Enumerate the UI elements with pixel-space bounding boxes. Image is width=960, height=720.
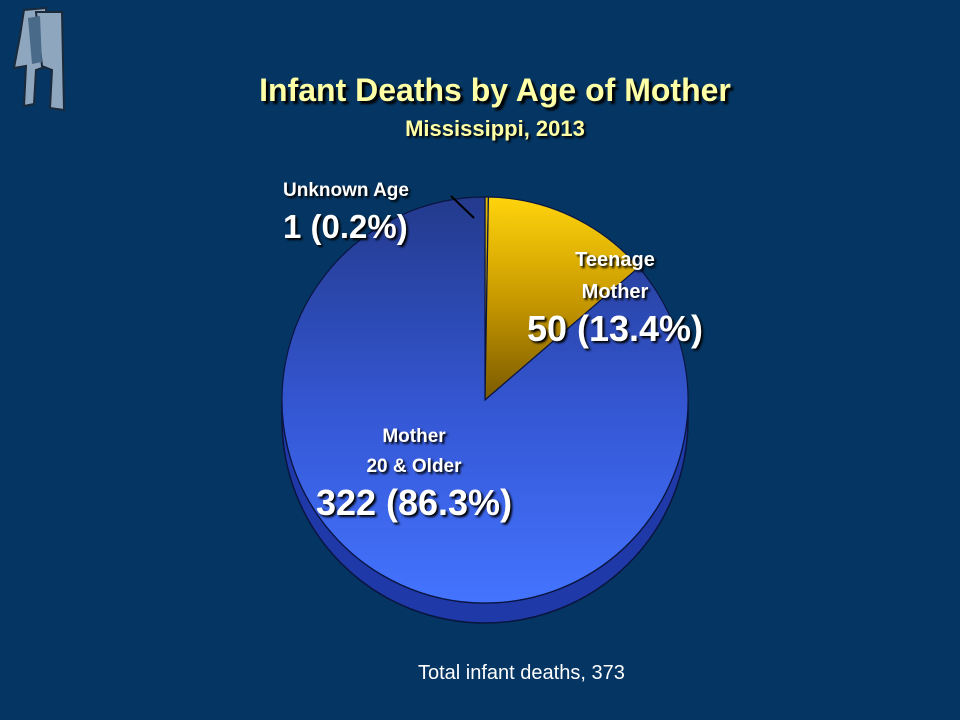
slice-name-older-line2: 20 & Older: [366, 456, 462, 477]
total-footnote: Total infant deaths, 373: [418, 662, 625, 684]
slice-value-unknown: 1 (0.2%): [283, 208, 408, 245]
chart-title: Infant Deaths by Age of Mother: [259, 72, 731, 108]
slice-label-older: Mother 20 & Older 322 (86.3%): [296, 422, 532, 524]
slice-label-teen: Teenage Mother 50 (13.4%): [520, 244, 710, 350]
slice-value-teen: 50 (13.4%): [526, 308, 704, 349]
unknown-leader-line: [450, 195, 475, 219]
slice-name-unknown: Unknown Age: [283, 180, 409, 201]
slice-name-teen-line1: Teenage: [575, 249, 655, 271]
pie-slice-teen: [484, 196, 640, 402]
slice-value-older: 322 (86.3%): [315, 482, 513, 523]
chart-subtitle: Mississippi, 2013: [405, 116, 585, 141]
slice-label-unknown: Unknown Age 1 (0.2%): [283, 176, 409, 248]
mississippi-state-logo-icon: [12, 6, 66, 112]
slice-name-older-line1: Mother: [382, 426, 446, 447]
slice-name-teen-line2: Mother: [581, 281, 649, 303]
pie-slice-older: [281, 196, 689, 604]
